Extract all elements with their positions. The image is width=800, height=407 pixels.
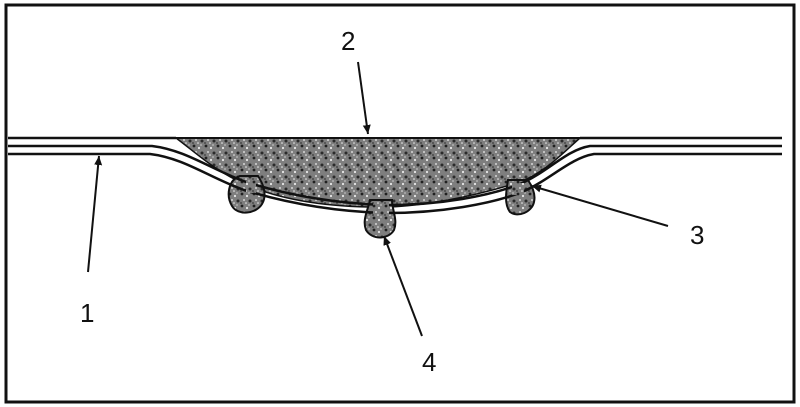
leader-3 bbox=[531, 184, 669, 227]
leader-1 bbox=[87, 155, 103, 273]
callout-4: 4 bbox=[422, 347, 436, 377]
callout-3: 3 bbox=[690, 220, 704, 250]
leader-2 bbox=[357, 61, 371, 135]
hole-right bbox=[512, 183, 524, 195]
callout-2: 2 bbox=[341, 26, 355, 56]
hole-left bbox=[246, 181, 256, 193]
leader-4 bbox=[383, 235, 423, 337]
callout-1: 1 bbox=[80, 298, 94, 328]
hole-center bbox=[373, 203, 389, 215]
